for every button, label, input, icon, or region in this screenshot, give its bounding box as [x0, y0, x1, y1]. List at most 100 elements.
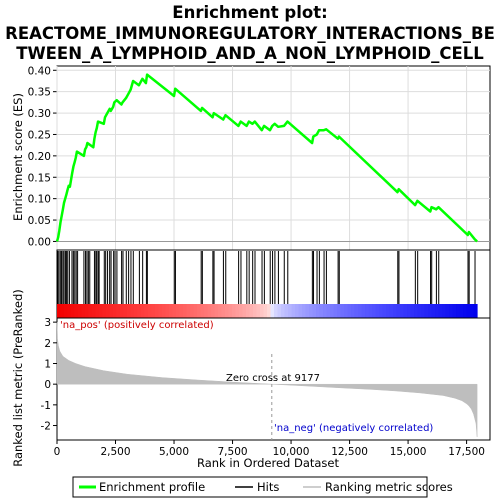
- rank-color-band-segment: [165, 304, 170, 318]
- rank-color-band-segment: [60, 304, 65, 318]
- rank-color-band-segment: [88, 304, 93, 318]
- rank-color-band-segment: [246, 304, 251, 318]
- rank-color-band-segment: [99, 304, 104, 318]
- rank-color-band-segment: [368, 304, 373, 318]
- rank-color-band-segment: [295, 304, 300, 318]
- enrichment-profile-line: [55, 73, 478, 243]
- rank-color-band-segment: [130, 304, 135, 318]
- rank-color-band-segment: [134, 304, 139, 318]
- rank-color-band-segment: [95, 304, 100, 318]
- rank-color-band-segment: [421, 304, 426, 318]
- zero-cross-label: Zero cross at 9177: [226, 373, 320, 384]
- x-axis-label: Rank in Ordered Dataset: [197, 456, 340, 470]
- rank-color-band-segment: [204, 304, 209, 318]
- chart-title-line-2: REACTOME_IMMUNOREGULATORY_INTERACTIONS_B…: [5, 24, 495, 43]
- rank-color-band-segment: [407, 304, 412, 318]
- x-tick-label: 15,000: [390, 446, 427, 458]
- rank-color-band-segment: [319, 304, 324, 318]
- metric-y-tick-label: 2: [44, 338, 51, 350]
- rank-color-band-segment: [260, 304, 265, 318]
- rank-color-band-segment: [309, 304, 314, 318]
- legend-enrichment-label: Enrichment profile: [99, 480, 205, 494]
- es-y-tick-label: 0.15: [28, 172, 51, 184]
- metric-y-tick-label: 1: [44, 358, 51, 370]
- rank-color-band-segment: [235, 304, 240, 318]
- rank-color-band-segment: [253, 304, 258, 318]
- rank-color-band-segment: [298, 304, 303, 318]
- rank-color-band-segment: [358, 304, 363, 318]
- legend-metric-label: Ranking metric scores: [325, 480, 453, 494]
- rank-color-band-segment: [123, 304, 128, 318]
- rank-color-band-segment: [239, 304, 244, 318]
- metric-y-axis-label: Ranked list metric (PreRanked): [11, 289, 25, 467]
- rank-color-band-segment: [428, 304, 433, 318]
- es-y-axis-label: Enrichment score (ES): [11, 93, 25, 221]
- rank-color-band-segment: [365, 304, 370, 318]
- rank-color-band-segment: [400, 304, 405, 318]
- rank-color-band-segment: [169, 304, 174, 318]
- rank-color-band-segment: [190, 304, 195, 318]
- metric-panel: -2 -1 0 1 2 3 0 2,500 5,000 7,500 10,000 12,500 15,0…: [41, 317, 491, 458]
- es-panel: 0.00 0.05 0.10 0.15 0.20 0.25 0.30 0.35 0.40: [28, 65, 491, 251]
- rank-color-band-segment: [207, 304, 212, 318]
- es-y-tick-label: 0.20: [28, 151, 51, 163]
- x-tick-label: 2,500: [100, 446, 130, 458]
- rank-color-band-segment: [291, 304, 296, 318]
- rank-color-band-segment: [396, 304, 401, 318]
- rank-color-band-segment: [386, 304, 391, 318]
- rank-color-band-segment: [337, 304, 342, 318]
- rank-color-band-segment: [361, 304, 366, 318]
- rank-color-band-segment: [225, 304, 230, 318]
- rank-color-band-segment: [330, 304, 335, 318]
- rank-color-band-segment: [179, 304, 184, 318]
- rank-color-band-segment: [393, 304, 398, 318]
- rank-color-band-segment: [106, 304, 111, 318]
- rank-color-band-segment: [67, 304, 72, 318]
- chart-title-line-3: TWEEN_A_LYMPHOID_AND_A_NON_LYMPHOID_CELL: [16, 44, 484, 63]
- es-y-tick-label: 0.35: [28, 87, 51, 99]
- rank-color-band-segment: [137, 304, 142, 318]
- metric-y-tick-label: -1: [41, 400, 51, 412]
- rank-color-band-segment: [193, 304, 198, 318]
- rank-color-band-segment: [466, 304, 471, 318]
- rank-color-band-segment: [459, 304, 464, 318]
- rank-color-band-segment: [410, 304, 415, 318]
- rank-color-band-segment: [148, 304, 153, 318]
- rank-color-band-segment: [221, 304, 226, 318]
- rank-color-band-segment: [64, 304, 69, 318]
- rank-color-band-segment: [120, 304, 125, 318]
- rank-color-band-segment: [463, 304, 468, 318]
- rank-color-band-segment: [414, 304, 419, 318]
- rank-color-band-segment: [141, 304, 146, 318]
- rank-color-band-segment: [113, 304, 118, 318]
- rank-color-band-segment: [263, 304, 268, 318]
- rank-color-band-segment: [270, 304, 275, 318]
- legend-hits-label: Hits: [257, 480, 279, 494]
- na-pos-label: 'na_pos' (positively correlated): [60, 320, 214, 331]
- rank-color-band-segment: [403, 304, 408, 318]
- rank-color-band-segment: [445, 304, 450, 318]
- rank-color-band-segment: [431, 304, 436, 318]
- rank-color-band-segment: [379, 304, 384, 318]
- rank-color-band-segment: [256, 304, 261, 318]
- chart-title-line-1: Enrichment plot:: [172, 3, 327, 22]
- x-tick-label: 0: [54, 446, 61, 458]
- rank-color-band-segment: [305, 304, 310, 318]
- na-neg-label: 'na_neg' (negatively correlated): [274, 423, 433, 434]
- rank-color-band-segment: [57, 304, 62, 318]
- rank-color-band-segment: [144, 304, 149, 318]
- rank-color-band-segment: [312, 304, 317, 318]
- rank-color-band-segment: [102, 304, 107, 318]
- x-tick-label: 10,000: [273, 446, 310, 458]
- rank-color-band-segment: [340, 304, 345, 318]
- metric-y-tick-label: -2: [41, 421, 51, 433]
- rank-color-band-segment: [382, 304, 387, 318]
- rank-color-band-segment: [344, 304, 349, 318]
- rank-color-band-segment: [452, 304, 457, 318]
- rank-color-band-segment: [435, 304, 440, 318]
- rank-color-band-segment: [172, 304, 177, 318]
- rank-color-band-segment: [302, 304, 307, 318]
- rank-color-band-segment: [442, 304, 447, 318]
- rank-color-band-segment: [267, 304, 272, 318]
